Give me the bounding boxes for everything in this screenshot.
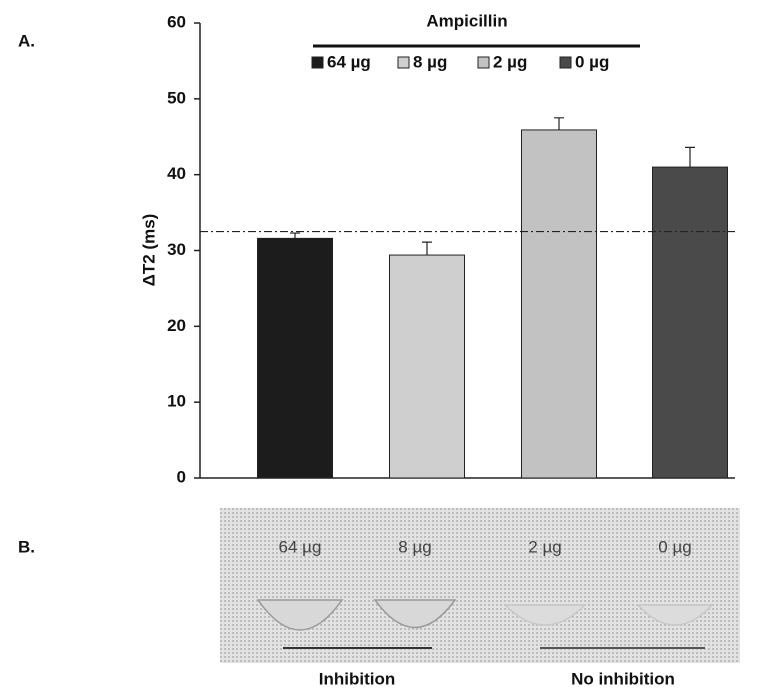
bar xyxy=(521,129,597,479)
tube xyxy=(636,604,714,626)
error-bar xyxy=(422,241,432,256)
panel-label: B. xyxy=(18,537,35,556)
legend-label: 8 µg xyxy=(413,52,447,71)
photo-panel xyxy=(220,508,740,663)
y-tick-label: 60 xyxy=(167,12,186,31)
legend-label: 2 µg xyxy=(493,52,527,71)
legend-label: 0 µg xyxy=(575,52,609,71)
y-tick-label: 0 xyxy=(177,467,186,486)
tube-label: 64 µg xyxy=(279,537,322,556)
y-tick-label: 50 xyxy=(167,88,186,107)
legend-swatch xyxy=(477,56,490,69)
legend-swatch xyxy=(397,56,410,69)
bar xyxy=(389,254,465,479)
panel-label: A. xyxy=(18,31,35,50)
group-label: Inhibition xyxy=(319,669,395,688)
y-tick-label: 40 xyxy=(167,164,186,183)
bar xyxy=(257,237,333,479)
legend-title: Ampicillin xyxy=(426,11,507,30)
y-tick-label: 30 xyxy=(167,240,186,259)
tube xyxy=(256,599,344,631)
error-bar xyxy=(685,146,695,168)
y-tick-label: 10 xyxy=(167,392,186,411)
legend-label: 64 µg xyxy=(327,52,371,71)
tube-label: 8 µg xyxy=(398,537,431,556)
y-tick-label: 20 xyxy=(167,316,186,335)
error-bar xyxy=(290,232,300,239)
tubes xyxy=(256,599,714,631)
bar xyxy=(652,166,728,479)
y-axis-label: ΔT2 (ms) xyxy=(139,214,158,287)
legend-swatch xyxy=(559,56,572,69)
error-bar xyxy=(554,117,564,130)
tube-label: 2 µg xyxy=(528,537,561,556)
tube-label: 0 µg xyxy=(658,537,691,556)
tube xyxy=(503,604,587,626)
legend-swatch xyxy=(311,56,324,69)
group-label: No inhibition xyxy=(571,669,675,688)
tube xyxy=(373,599,457,629)
